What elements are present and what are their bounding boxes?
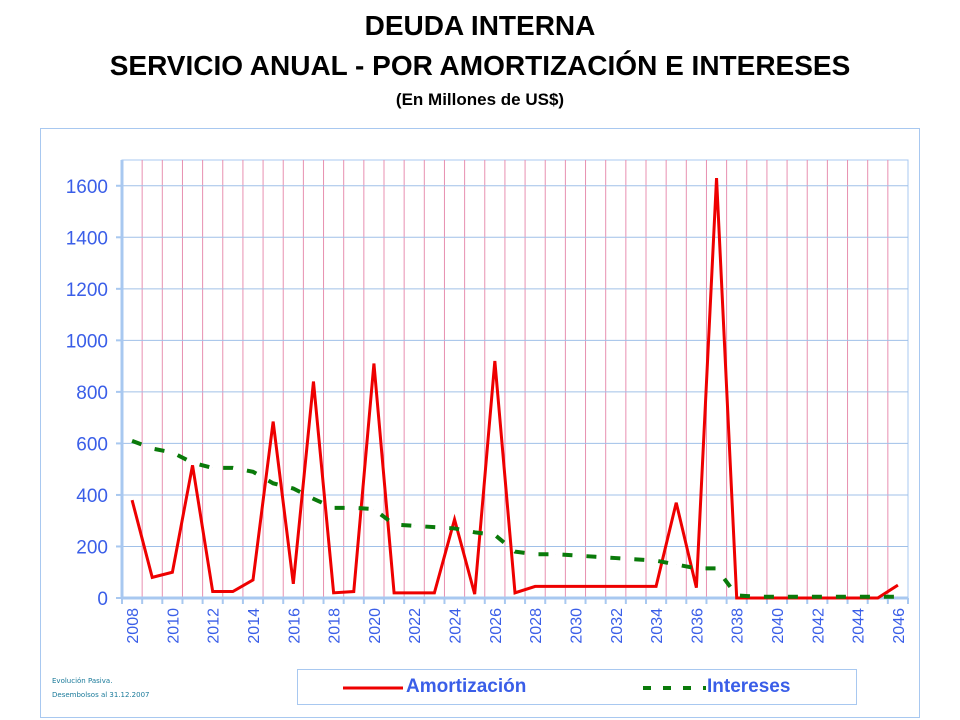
x-tick-label: 2024 [448, 608, 465, 644]
x-tick-label: 2040 [770, 608, 787, 644]
x-tick-label: 2044 [851, 608, 868, 644]
x-tick-label: 2020 [367, 608, 384, 644]
y-tick-label: 200 [76, 537, 108, 558]
x-tick-label: 2008 [125, 608, 142, 644]
footnote-line1: Evolución Pasiva. [52, 677, 113, 685]
x-tick-label: 2022 [407, 608, 424, 644]
y-tick-label: 400 [76, 486, 108, 507]
x-tick-label: 2030 [568, 608, 585, 644]
chart-title: DEUDA INTERNA [364, 10, 596, 41]
legend-label-intereses: Intereses [707, 676, 791, 697]
x-tick-label: 2010 [165, 608, 182, 644]
y-tick-label: 1400 [66, 228, 108, 249]
x-tick-label: 2028 [528, 608, 545, 644]
x-tick-label: 2032 [609, 608, 626, 644]
x-tick-label: 2018 [327, 608, 344, 644]
x-tick-label: 2016 [286, 608, 303, 644]
chart-subtitle: SERVICIO ANUAL - POR AMORTIZACIÓN E INTE… [109, 50, 851, 81]
chart-frame [40, 128, 920, 718]
y-tick-label: 800 [76, 383, 108, 404]
legend-label-amortizacion: Amortización [406, 676, 527, 697]
x-tick-label: 2046 [891, 608, 908, 644]
y-tick-label: 0 [97, 589, 108, 610]
x-tick-label: 2036 [689, 608, 706, 644]
y-tick-label: 1600 [66, 177, 108, 198]
footnote-line2: Desembolsos al 31.12.2007 [52, 691, 150, 699]
x-tick-label: 2042 [810, 608, 827, 644]
y-tick-label: 1200 [66, 280, 108, 301]
legend: Amortización Intereses [297, 669, 857, 705]
x-tick-label: 2012 [206, 608, 223, 644]
plot-area [121, 159, 909, 599]
y-tick-label: 600 [76, 434, 108, 455]
unit-note: (En Millones de US$) [395, 90, 565, 109]
x-tick-label: 2026 [488, 608, 505, 644]
x-tick-label: 2014 [246, 608, 263, 644]
x-tick-label: 2034 [649, 608, 666, 644]
y-tick-label: 1000 [66, 331, 108, 352]
x-tick-label: 2038 [730, 608, 747, 644]
legend-swatches [343, 686, 706, 690]
